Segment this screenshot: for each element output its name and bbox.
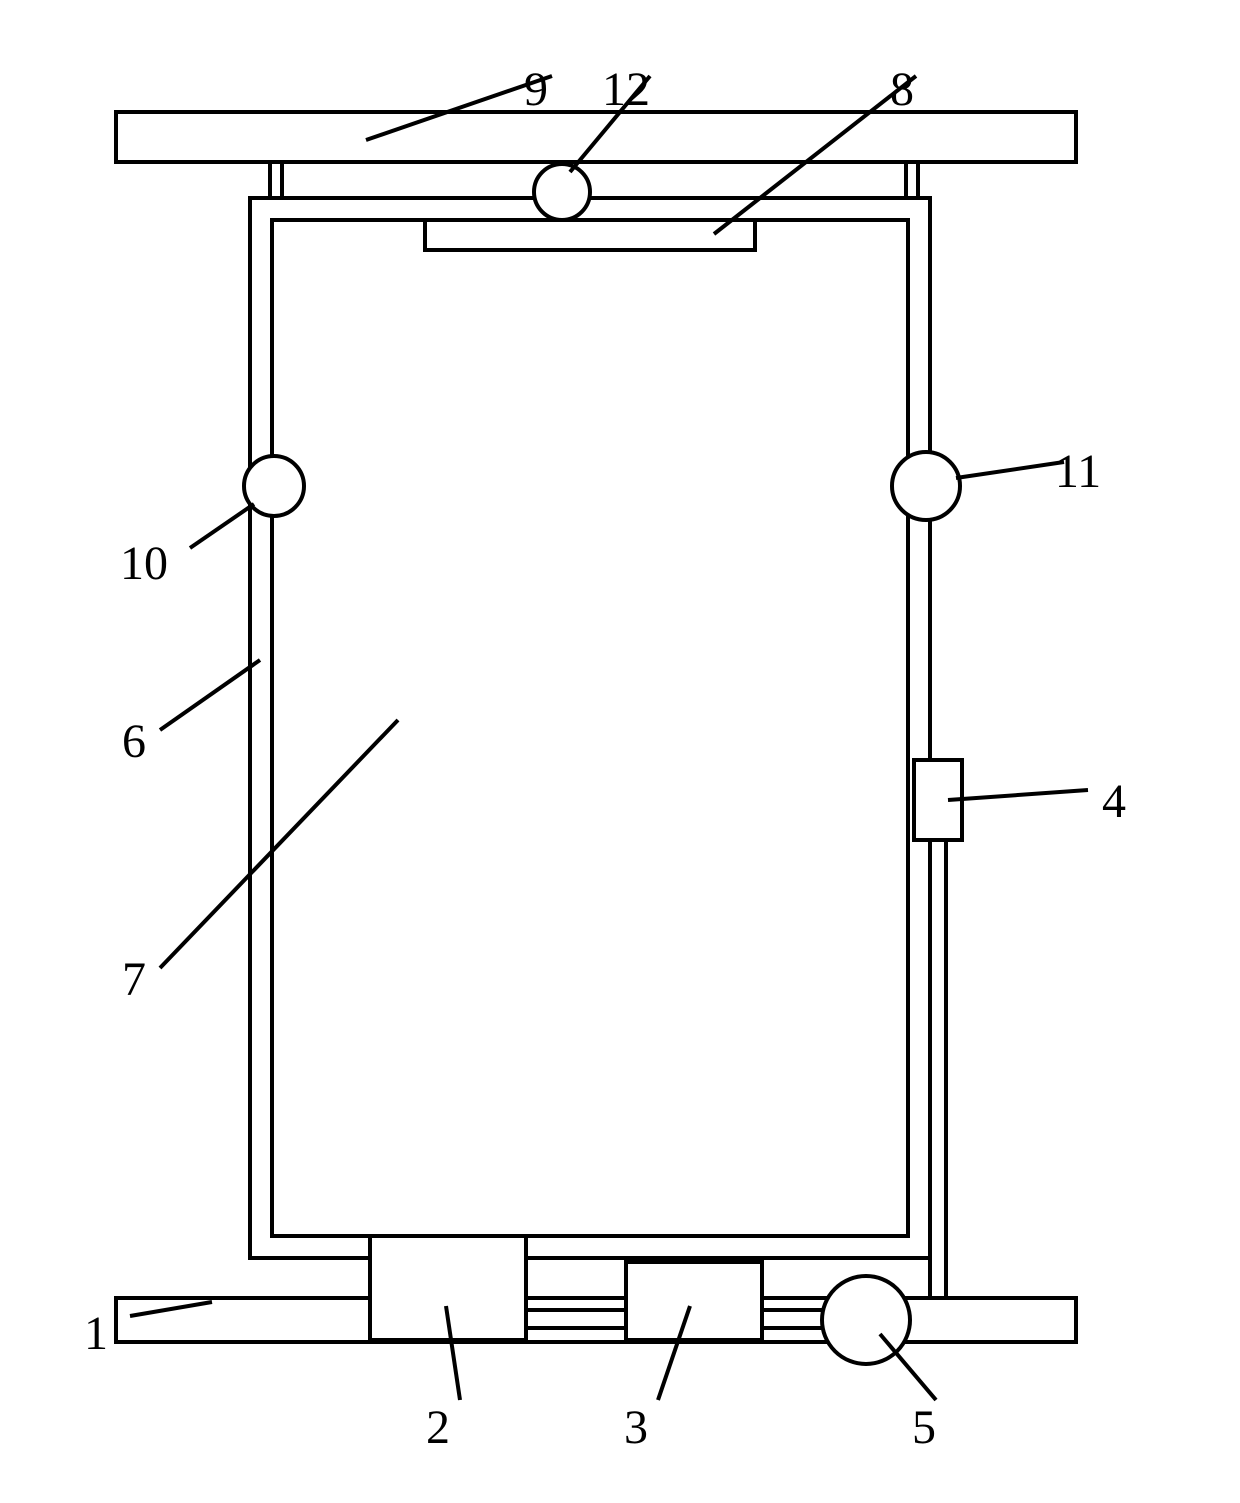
label-3: 3	[624, 1401, 648, 1454]
leader-11	[956, 462, 1064, 478]
label-12: 12	[602, 63, 650, 116]
label-10: 10	[120, 537, 168, 590]
label-8: 8	[890, 63, 914, 116]
label-6: 6	[122, 715, 146, 768]
bottom-bar	[116, 1298, 1076, 1342]
label-11: 11	[1055, 445, 1101, 498]
inner-bar-top	[425, 220, 755, 250]
node-12	[534, 164, 590, 220]
main-frame-inner	[272, 220, 908, 1236]
label-9: 9	[524, 63, 548, 116]
label-5: 5	[912, 1401, 936, 1454]
node-11	[892, 452, 960, 520]
leader-10	[190, 504, 254, 548]
label-7: 7	[122, 953, 146, 1006]
label-1: 1	[84, 1307, 108, 1360]
leader-4	[948, 790, 1088, 800]
bottom-block-right	[626, 1262, 762, 1340]
technical-diagram: 123456789101112	[0, 0, 1240, 1503]
label-4: 4	[1102, 775, 1126, 828]
label-2: 2	[426, 1401, 450, 1454]
leader-6	[160, 660, 260, 730]
top-bar	[116, 112, 1076, 162]
